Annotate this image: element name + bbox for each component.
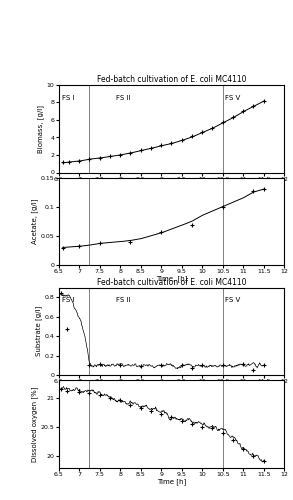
Text: FS II: FS II <box>116 95 130 101</box>
Text: FS II: FS II <box>116 297 130 303</box>
Y-axis label: Acetate, [g/l]: Acetate, [g/l] <box>31 198 38 244</box>
Text: FS V: FS V <box>225 297 240 303</box>
Text: FS I: FS I <box>62 95 74 101</box>
Y-axis label: Biomass, [g/l]: Biomass, [g/l] <box>37 105 44 153</box>
Title: Fed-batch cultivation of E. coli MC4110: Fed-batch cultivation of E. coli MC4110 <box>97 75 246 84</box>
Y-axis label: Substrate [g/l]: Substrate [g/l] <box>35 306 42 356</box>
Y-axis label: Dissolved oxygen [%]: Dissolved oxygen [%] <box>31 386 38 462</box>
Text: FS I: FS I <box>62 297 74 303</box>
Title: Fed-batch cultivation of E. coli MC4110: Fed-batch cultivation of E. coli MC4110 <box>97 278 246 286</box>
X-axis label: Time [h]: Time [h] <box>157 478 186 485</box>
X-axis label: Time [h]: Time [h] <box>157 386 186 392</box>
Text: FS V: FS V <box>225 95 240 101</box>
X-axis label: Time, [h]: Time, [h] <box>156 183 187 190</box>
X-axis label: Time, [h]: Time, [h] <box>156 276 187 282</box>
